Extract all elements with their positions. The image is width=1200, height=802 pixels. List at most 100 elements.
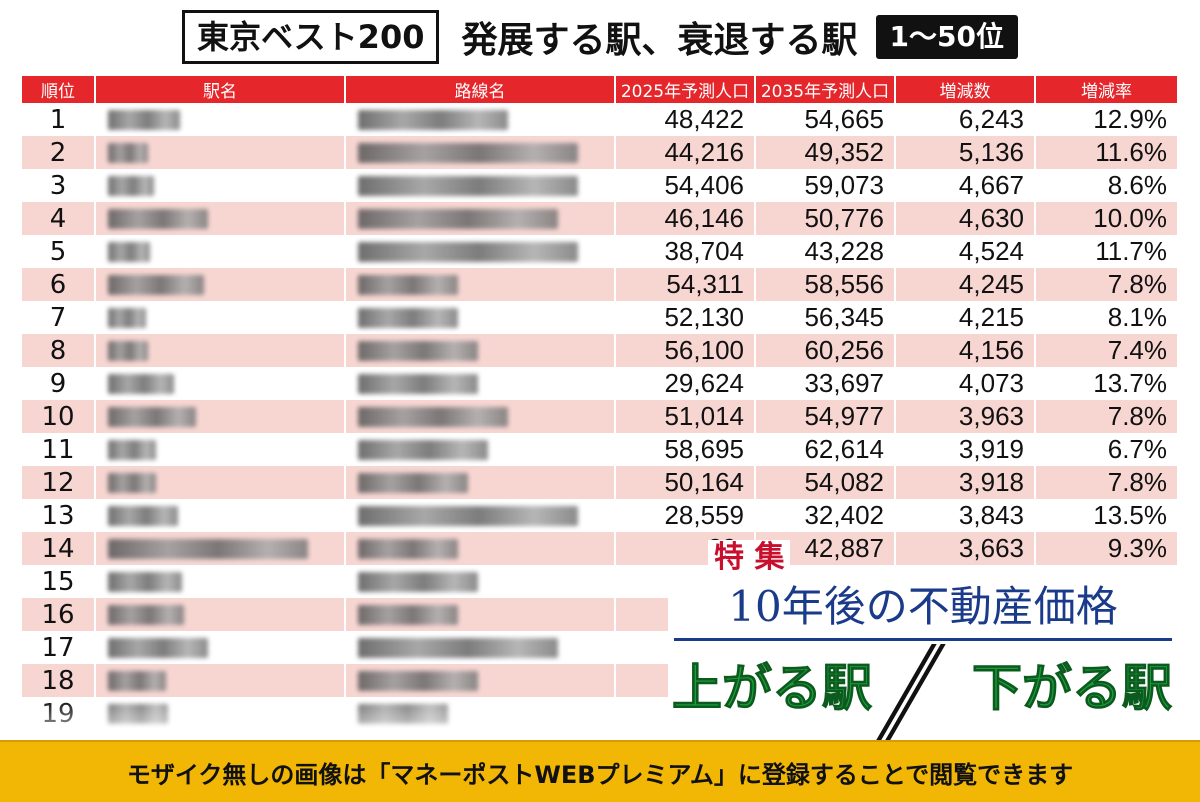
rate-cell: 11.7% [1035,235,1179,268]
rank-range-badge: 1〜50位 [875,15,1018,59]
table-row: 8 56,100 60,256 4,156 7.4% [22,334,1179,367]
mosaic-station-name [108,341,148,361]
feature-label: 特 集 [708,540,791,576]
mosaic-station-name [108,143,148,163]
station-name-cell [95,499,346,532]
mosaic-line-name [358,539,458,559]
station-name-cell [95,301,346,334]
change-cell: 3,663 [895,532,1036,565]
mosaic-line-name [358,242,578,262]
line-name-cell [345,400,616,433]
line-name-cell [345,433,616,466]
rank-cell: 1 [22,103,96,136]
station-name-cell [95,367,346,400]
change-cell: 4,215 [895,301,1036,334]
mosaic-station-name [108,671,166,691]
line-name-cell [345,664,616,697]
feature-divider [674,638,1172,641]
station-name-cell [95,697,346,730]
rank-cell: 7 [22,301,96,334]
mosaic-line-name [358,110,508,130]
line-name-cell [345,268,616,301]
rank-cell: 19 [22,697,96,730]
pop2035-cell: 54,977 [755,400,896,433]
table-row: 7 52,130 56,345 4,215 8.1% [22,301,1179,334]
station-name-cell [95,565,346,598]
mosaic-station-name [108,209,208,229]
mosaic-station-name [108,275,204,295]
premium-banner[interactable]: モザイク無しの画像は「マネーポストWEBプレミアム」に登録することで閲覧できます [0,740,1200,802]
line-name-cell [345,598,616,631]
rate-cell: 8.1% [1035,301,1179,334]
mosaic-station-name [108,374,174,394]
mosaic-line-name [358,440,488,460]
line-name-cell [345,565,616,598]
rank-cell: 11 [22,433,96,466]
title-box: 東京ベスト200 [182,10,440,64]
line-name-cell [345,202,616,235]
pop2035-cell: 43,228 [755,235,896,268]
rank-cell: 10 [22,400,96,433]
change-cell: 4,073 [895,367,1036,400]
station-name-cell [95,235,346,268]
column-header-change: 増減数 [895,76,1036,103]
rate-cell: 7.8% [1035,268,1179,301]
pop2025-cell: 44,216 [615,136,756,169]
rank-cell: 9 [22,367,96,400]
mosaic-line-name [358,473,468,493]
table-header-row: 順位 駅名 路線名 2025年予測人口 2035年予測人口 増減数 増減率 [22,76,1179,103]
mosaic-line-name [358,671,478,691]
mosaic-line-name [358,176,578,196]
mosaic-station-name [108,704,168,724]
station-name-cell [95,664,346,697]
rank-cell: 8 [22,334,96,367]
rate-cell: 11.6% [1035,136,1179,169]
station-name-cell [95,466,346,499]
change-cell: 4,156 [895,334,1036,367]
table-row: 1 48,422 54,665 6,243 12.9% [22,103,1179,136]
rate-cell: 7.4% [1035,334,1179,367]
rate-cell: 10.0% [1035,202,1179,235]
table-row: 10 51,014 54,977 3,963 7.8% [22,400,1179,433]
pop2025-cell: 28,559 [615,499,756,532]
pop2025-cell: 54,406 [615,169,756,202]
mosaic-station-name [108,110,180,130]
rank-cell: 15 [22,565,96,598]
mosaic-station-name [108,539,308,559]
mosaic-line-name [358,605,458,625]
pop2025-cell: 29,624 [615,367,756,400]
mosaic-station-name [108,308,146,328]
rank-cell: 4 [22,202,96,235]
mosaic-line-name [358,275,458,295]
mosaic-line-name [358,407,508,427]
pop2025-cell: 51,014 [615,400,756,433]
line-name-cell [345,367,616,400]
table-row: 11 58,695 62,614 3,919 6.7% [22,433,1179,466]
mosaic-line-name [358,572,478,592]
mosaic-station-name [108,473,156,493]
feature-overlay[interactable]: 10年後の不動産価格 上がる駅 下がる駅 特 集 [668,540,1178,740]
table-row: 12 50,164 54,082 3,918 7.8% [22,466,1179,499]
line-name-cell [345,697,616,730]
change-cell: 4,524 [895,235,1036,268]
page-title: 発展する駅、衰退する駅 [461,20,858,61]
feature-title: 10年後の不動産価格 [728,582,1118,631]
station-name-cell [95,400,346,433]
rate-cell: 6.7% [1035,433,1179,466]
station-name-cell [95,631,346,664]
station-name-cell [95,433,346,466]
station-name-cell [95,334,346,367]
pop2025-cell: 54,311 [615,268,756,301]
mosaic-station-name [108,407,196,427]
feature-card: 10年後の不動産価格 上がる駅 下がる駅 [668,574,1178,740]
rate-cell: 12.9% [1035,103,1179,136]
mosaic-station-name [108,440,156,460]
mosaic-line-name [358,506,578,526]
mosaic-line-name [358,374,478,394]
mosaic-line-name [358,308,458,328]
table-row: 4 46,146 50,776 4,630 10.0% [22,202,1179,235]
rank-cell: 13 [22,499,96,532]
change-cell: 6,243 [895,103,1036,136]
pop2035-cell: 54,665 [755,103,896,136]
change-cell: 5,136 [895,136,1036,169]
